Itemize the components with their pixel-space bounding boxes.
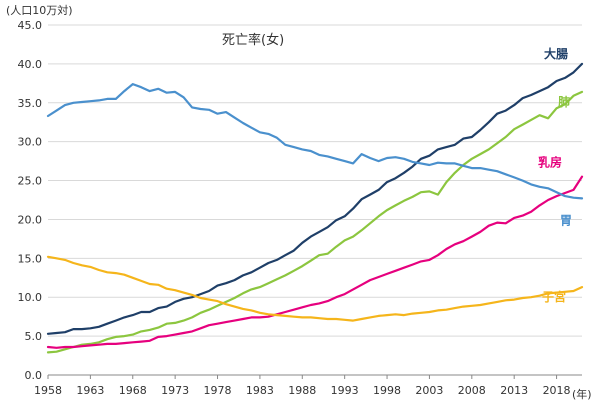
- series-line: [46, 90, 584, 354]
- x-tick-label: 2008: [458, 384, 486, 397]
- x-tick-label: 1993: [331, 384, 359, 397]
- y-tick-label: 20.0: [18, 213, 43, 226]
- y-axis-unit-label: (人口10万対): [6, 3, 73, 17]
- x-axis: 1958 1963 1968 1973 1978 1983 1988 1993 1998 2003…: [34, 375, 571, 397]
- series-line: [46, 255, 584, 322]
- series-line: [46, 62, 584, 335]
- y-axis: 0.0 5.0 10.0 15.0 20.0 25.0 30.0 35.0 40.0 45.0: [18, 19, 43, 382]
- series-label: 胃: [560, 213, 572, 227]
- y-tick-label: 30.0: [18, 136, 43, 149]
- x-axis-unit-label: (年): [572, 387, 592, 401]
- x-tick-label: 2003: [415, 384, 443, 397]
- series-label: 子宮: [542, 289, 566, 304]
- y-tick-label: 5.0: [25, 330, 43, 343]
- y-tick-label: 45.0: [18, 19, 43, 32]
- x-tick-label: 2018: [543, 384, 571, 397]
- x-tick-label: 1978: [204, 384, 232, 397]
- grid-lines: [48, 24, 582, 337]
- x-tick-label: 1958: [34, 384, 62, 397]
- y-tick-label: 0.0: [25, 369, 43, 382]
- y-tick-label: 35.0: [18, 97, 43, 110]
- x-tick-label: 2013: [500, 384, 528, 397]
- y-tick-label: 40.0: [18, 58, 43, 71]
- y-tick-label: 15.0: [18, 252, 43, 265]
- x-tick-label: 1968: [119, 384, 147, 397]
- series-line: [46, 82, 584, 200]
- x-tick-label: 1998: [373, 384, 401, 397]
- x-tick-label: 1988: [288, 384, 316, 397]
- plot-area: [46, 62, 584, 354]
- y-tick-label: 25.0: [18, 175, 43, 188]
- y-tick-label: 10.0: [18, 291, 43, 304]
- series-label: 肺: [558, 94, 570, 109]
- series-label: 乳房: [538, 155, 562, 170]
- x-tick-label: 1963: [76, 384, 104, 397]
- series-line: [46, 175, 584, 349]
- chart-title: 死亡率(女): [222, 32, 284, 48]
- x-tick-label: 1973: [161, 384, 189, 397]
- series-label: 大腸: [544, 46, 568, 61]
- x-tick-label: 1983: [246, 384, 274, 397]
